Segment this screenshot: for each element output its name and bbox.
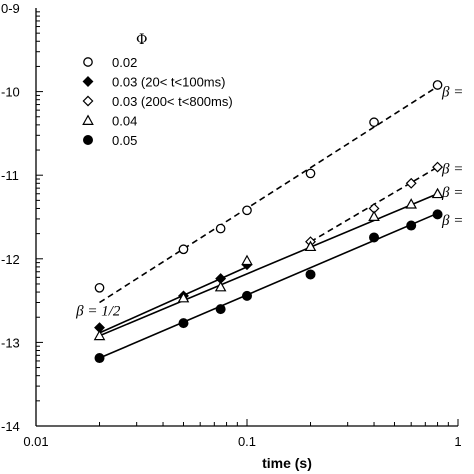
fit-line-4 [99,212,438,359]
legend-marker-2 [82,95,94,107]
legend-title: Φ [136,32,147,48]
legend-marker-4 [83,135,93,145]
data-point-s3-6 [405,198,418,209]
data-point-s4-4 [305,269,316,280]
data-point-s3-0 [93,329,106,341]
data-point-s4-7 [432,209,443,220]
data-point-s3-5 [368,210,380,222]
y-tick-label: -12 [1,252,20,267]
beta-annotation-4: β = [441,213,463,229]
x-tick-label: 1 [454,434,461,449]
y-tick-label: -11 [1,168,19,183]
x-axis-label: time (s) [262,455,312,471]
data-point-s4-5 [369,232,380,243]
data-point-s4-6 [406,220,417,231]
data-point-s3-7 [431,187,444,199]
data-point-s0-3 [242,205,252,216]
y-tick-label: -10 [1,85,20,100]
legend-label-4: 0.05 [112,133,137,148]
data-point-s3-3 [241,254,253,266]
y-tick-label: 0-9 [1,1,20,16]
x-tick-label: 0.1 [238,434,256,449]
legend-label-1: 0.03 (20< t<100ms) [112,75,225,90]
data-point-s2-2 [405,177,417,189]
beta-annotation-1: β = [441,85,463,101]
y-tick-label: -13 [1,335,20,350]
legend-label-3: 0.04 [112,114,137,129]
beta-annotation-0: β = 1/2 [75,304,121,320]
legend-marker-0 [83,57,93,67]
legend-label-0: 0.02 [112,55,137,70]
data-point-s0-0 [94,282,105,293]
fit-line-1 [99,266,248,334]
data-point-s0-5 [369,117,379,128]
data-point-s0-1 [178,244,189,255]
beta-annotation-3: β = [441,185,463,201]
data-point-s0-6 [432,80,443,90]
data-point-s2-3 [432,161,444,173]
y-tick-label: -14 [1,419,20,434]
legend-marker-3 [82,114,94,125]
beta-annotation-2: β = [441,162,463,178]
data-point-s4-1 [178,318,189,329]
data-point-s3-4 [304,240,317,252]
x-tick-label: 0.01 [23,434,48,449]
legend-marker-1 [82,76,94,87]
data-point-s0-4 [305,168,316,179]
data-point-s4-3 [242,290,252,301]
legend-label-2: 0.03 (200< t<800ms) [112,94,233,109]
data-point-s3-2 [214,280,227,292]
data-point-s3-1 [177,291,190,303]
data-point-s0-2 [215,223,226,234]
fit-line-3 [99,193,438,337]
data-point-s4-0 [94,353,105,364]
fit-line-0 [99,85,438,304]
data-point-s4-2 [215,304,226,315]
